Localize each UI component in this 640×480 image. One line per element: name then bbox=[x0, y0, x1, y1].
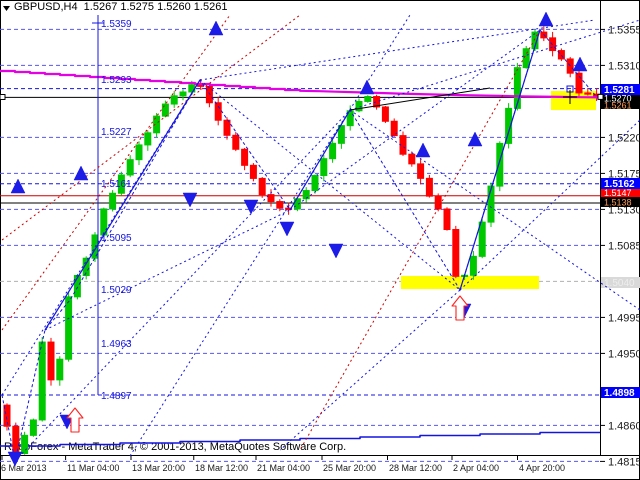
svg-text:1.5227: 1.5227 bbox=[101, 127, 132, 138]
svg-text:1.5040: 1.5040 bbox=[604, 278, 635, 289]
svg-text:1.4815: 1.4815 bbox=[608, 457, 640, 469]
svg-text:1.5029: 1.5029 bbox=[101, 285, 132, 296]
svg-text:11 Mar 04:00: 11 Mar 04:00 bbox=[67, 463, 119, 473]
svg-text:GBPUSD,H4 1.5267 1.5275 1.526: GBPUSD,H4 1.5267 1.5275 1.5260 1.5261 bbox=[14, 1, 227, 13]
svg-text:1.5293: 1.5293 bbox=[101, 75, 132, 86]
svg-text:1.4950: 1.4950 bbox=[608, 349, 640, 361]
svg-text:21 Mar 04:00: 21 Mar 04:00 bbox=[257, 463, 310, 473]
svg-text:1.5359: 1.5359 bbox=[101, 19, 132, 30]
svg-text:25 Mar 20:00: 25 Mar 20:00 bbox=[323, 463, 376, 473]
svg-text:1.4963: 1.4963 bbox=[101, 339, 132, 350]
svg-text:1.5310: 1.5310 bbox=[608, 61, 640, 73]
svg-text:28 Mar 12:00: 28 Mar 12:00 bbox=[389, 463, 442, 473]
svg-text:2 Apr 04:00: 2 Apr 04:00 bbox=[453, 463, 499, 473]
svg-text:1.5085: 1.5085 bbox=[608, 241, 640, 253]
svg-text:1.4898: 1.4898 bbox=[604, 388, 635, 399]
svg-text:1.5147: 1.5147 bbox=[604, 188, 632, 198]
svg-text:1.5138: 1.5138 bbox=[604, 198, 632, 208]
svg-text:1.5355: 1.5355 bbox=[608, 25, 640, 37]
svg-text:1.4995: 1.4995 bbox=[608, 313, 640, 325]
svg-text:1.5161: 1.5161 bbox=[101, 179, 132, 190]
svg-text:1.4860: 1.4860 bbox=[608, 421, 640, 433]
svg-text:13 Mar 20:00: 13 Mar 20:00 bbox=[132, 463, 185, 473]
svg-text:18 Mar 12:00: 18 Mar 12:00 bbox=[195, 463, 248, 473]
svg-text:1.4897: 1.4897 bbox=[101, 391, 132, 402]
svg-text:1.5095: 1.5095 bbox=[101, 233, 132, 244]
svg-text:1.5220: 1.5220 bbox=[608, 133, 640, 145]
svg-text:4 Apr 20:00: 4 Apr 20:00 bbox=[519, 463, 565, 473]
svg-text:6 Mar 2013: 6 Mar 2013 bbox=[1, 463, 47, 473]
svg-text:1.5261: 1.5261 bbox=[604, 101, 632, 111]
